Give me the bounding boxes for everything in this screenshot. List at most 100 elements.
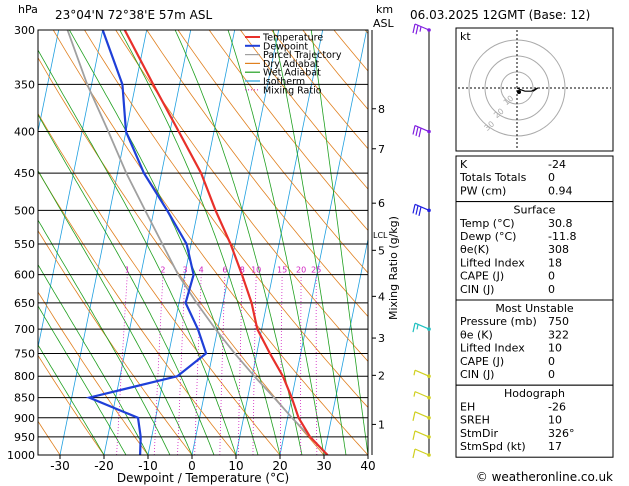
table-row-value: 0 [548,368,555,381]
wind-barb [412,23,431,35]
mixing-ratio-tick-label: 4 [199,266,204,275]
dry-adiabat-line [240,30,368,190]
table-row-label: Dewp (°C) [460,230,516,243]
plot-frame [37,29,369,456]
pressure-tick-label: 800 [14,370,35,383]
table-row-value: 0 [548,355,555,368]
x-tick-label: -20 [94,459,114,473]
table-box [455,384,614,458]
mixing-ratio-tick-label: 2 [160,266,165,275]
km-tick-label: 4 [378,290,385,303]
pressure-unit-label: hPa [18,3,38,16]
pressure-tick-label: 500 [14,204,35,217]
x-tick-label: -30 [50,459,70,473]
isotherm-line [191,30,280,455]
isotherm-line [38,30,104,350]
table-row-label: θe (K) [460,328,493,341]
mixing-ratio-line [153,274,164,455]
mixing-ratio-tick-label: 8 [240,266,245,275]
table-row-value: 17 [548,440,562,453]
isotherm-line [147,30,236,455]
km-tick-label: 1 [378,418,385,431]
legend-entry: Temperature [262,33,323,44]
x-axis-label: Dewpoint / Temperature (°C) [117,471,289,485]
table-row-value: 30.8 [548,217,573,230]
pressure-tick-label: 300 [14,24,35,37]
table-row-value: 0 [548,283,555,296]
wind-barb [412,430,431,441]
table-row-label: CIN (J) [460,368,494,381]
wind-barb [412,124,431,138]
table-row-label: Totals Totals [459,171,527,184]
copyright-footer: © weatheronline.co.uk [476,470,613,484]
pressure-tick-label: 400 [14,126,35,139]
table-row-value: 322 [548,328,569,341]
table-row-value: -24 [548,158,566,171]
x-tick-label: 10 [228,459,243,473]
legend-entry: Dewpoint [263,41,308,52]
datetime-title: 06.03.2025 12GMT (Base: 12) [410,8,590,22]
km-axis: 8 7 6 5 4 3 2 1 LCL [371,30,388,455]
table-row-label: SREH [460,414,490,427]
isotherm-line [59,30,148,455]
table-row-label: θe(K) [460,243,489,256]
dewpoint-line [85,30,208,455]
x-tick-label: 30 [316,459,331,473]
table-row-value: -26 [548,400,566,413]
mixing-ratio-tick-label: 6 [222,266,227,275]
mixing-ratio-line [252,274,257,455]
parcel-trajectory-line [66,30,329,455]
isotherm-line [38,30,60,134]
pressure-tick-label: 850 [14,392,35,405]
dry-adiabat-line [177,30,368,274]
wind-barb [412,411,431,421]
table-row-value: 308 [548,243,569,256]
wind-barb [412,448,431,459]
km-unit-label: km [376,3,393,16]
pressure-tick-label: 700 [14,323,35,336]
mixing-ratio-line [219,274,226,455]
mixing-ratio-line [177,274,186,455]
skewt-chart: 3003504004505005506006507007508008509009… [7,24,376,473]
hodograph-trace [516,87,539,92]
table-row-value: -11.8 [548,230,576,243]
x-tick-label: -10 [138,459,158,473]
stability-tables: K -24 Totals Totals 0 PW (cm) 0.94 SurfaceTemp… [455,155,614,458]
wind-barbs [412,23,431,459]
table-row-label: EH [460,400,475,413]
km-tick-label: 7 [378,143,385,156]
pressure-tick-label: 750 [14,347,35,360]
dry-adiabat-line [38,112,281,455]
wind-barb [412,203,431,217]
table-row-value: 326° [548,427,575,440]
table-row-label: K [460,158,468,171]
table-row-value: 0 [548,171,555,184]
mixing-ratio-tick-label: 3 [182,266,187,275]
table-row-label: Lifted Index [460,256,525,269]
pressure-tick-label: 450 [14,167,35,180]
wind-barb [413,391,431,400]
pressure-tick-label: 1000 [7,449,35,462]
table-title: Hodograph [504,387,565,400]
mixing-ratio-tick-label: 1 [125,266,130,275]
legend-entry: Wet Adiabat [263,68,321,79]
mixing-ratio-axis-label: Mixing Ratio (g/kg) [387,216,400,320]
x-tick-label: 20 [272,459,287,473]
table-row-label: StmSpd (kt) [460,440,526,453]
mixing-ratio-tick-label: 10 [251,266,261,275]
location-title: 23°04'N 72°38'E 57m ASL [55,8,212,22]
km-tick-label: 5 [378,244,385,257]
dry-adiabat-line [208,30,368,232]
table-row-label: Pressure (mb) [460,315,537,328]
pressure-tick-label: 600 [14,269,35,282]
km-tick-label: 3 [378,332,385,345]
table-row-label: StmDir [460,427,499,440]
pressure-tick-label: 900 [14,412,35,425]
x-tick-label: 40 [360,459,375,473]
asl-unit-label: ASL [373,17,395,30]
lcl-label: LCL [373,231,388,240]
table-title: Surface [514,204,556,217]
table-row-value: 18 [548,256,562,269]
table-row-value: 0 [548,270,555,283]
